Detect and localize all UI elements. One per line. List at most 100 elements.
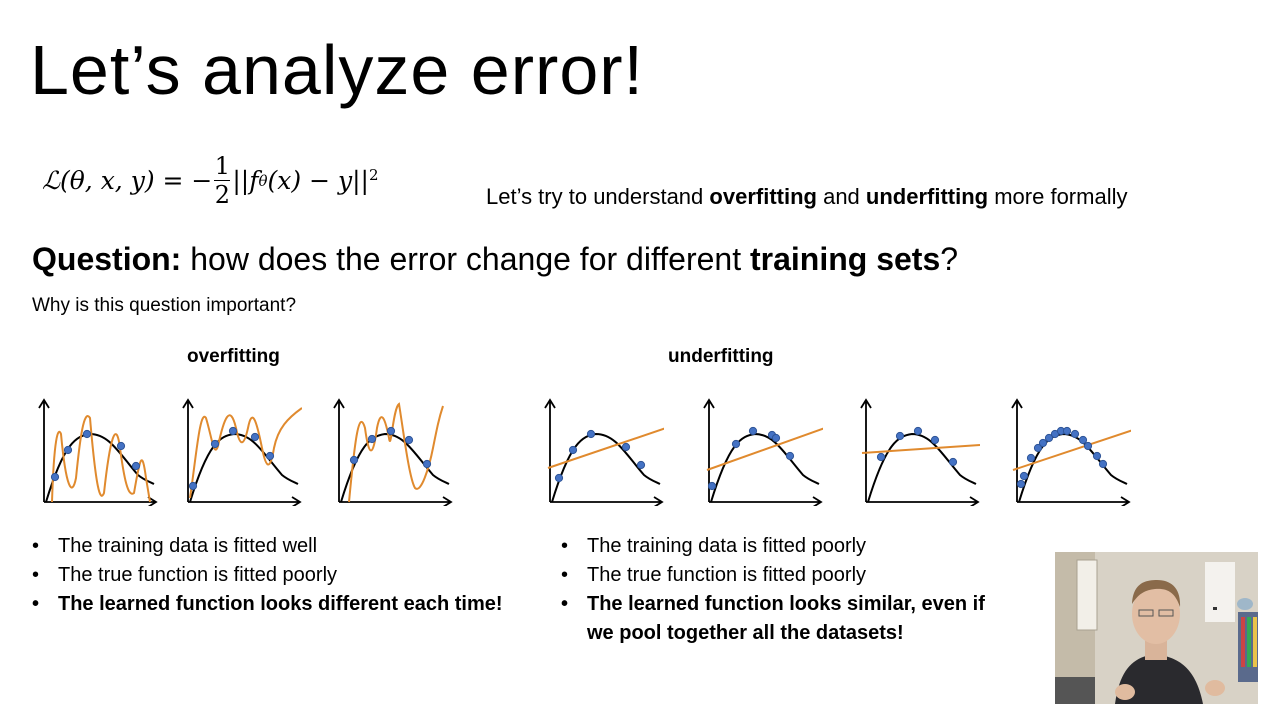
data-point	[265, 451, 275, 461]
data-point	[1038, 438, 1048, 448]
x-axis	[1017, 496, 1131, 506]
question-text: how does the error change for different	[181, 241, 750, 277]
x-axis	[339, 496, 453, 506]
overfit-plot-3	[333, 398, 453, 506]
fraction-bar	[214, 180, 231, 181]
true-function-curve	[551, 432, 661, 503]
data-point	[1078, 435, 1088, 445]
bullet-item: The training data is fitted poorly	[561, 532, 1006, 561]
overfitting-bullets: The training data is fitted well The tru…	[32, 532, 542, 619]
underfitting-label: underfitting	[668, 346, 774, 367]
slide-title: Let’s analyze error!	[30, 31, 645, 109]
formula-lhs: ℒ(θ, x, y) = −	[42, 166, 213, 195]
data-point	[228, 426, 238, 436]
data-point	[1083, 441, 1093, 451]
underfit-plot-2	[703, 398, 823, 506]
y-axis	[544, 398, 556, 502]
learned-function-curve	[706, 427, 823, 471]
data-point	[568, 445, 578, 455]
x-axis	[44, 496, 158, 506]
data-point	[1026, 453, 1036, 463]
y-axis	[860, 398, 872, 502]
data-point	[50, 472, 60, 482]
loss-formula: ℒ(θ, x, y) = − 1 2 ||f θ (x) − y|| 2	[42, 152, 378, 209]
question-bold: training sets	[749, 241, 941, 277]
formula-superscript: 2	[368, 165, 379, 184]
data-point	[386, 426, 396, 436]
data-point	[131, 461, 141, 471]
x-axis	[866, 496, 980, 506]
question-end: ?	[940, 241, 959, 277]
data-point	[210, 439, 220, 449]
data-point	[554, 473, 564, 483]
bullet-item: The learned function looks different eac…	[32, 590, 542, 619]
data-point	[1062, 426, 1072, 436]
formula-rhs-post: (x) − y||	[267, 166, 369, 195]
subtitle-mid: and	[816, 184, 866, 209]
data-point	[1019, 471, 1029, 481]
overfit-plot-2	[182, 398, 302, 506]
data-point	[1016, 479, 1026, 489]
presenter-video-frame	[1055, 552, 1258, 704]
data-point	[404, 435, 414, 445]
y-axis	[1011, 398, 1023, 502]
why-question: Why is this question important?	[32, 295, 297, 316]
data-point	[1070, 429, 1080, 439]
data-point	[1033, 443, 1043, 453]
subtitle-overfitting: overfitting	[709, 184, 817, 209]
data-point	[116, 441, 126, 451]
x-axis	[188, 496, 302, 506]
overfit-plot-1	[38, 398, 158, 506]
y-axis	[182, 398, 194, 502]
data-point	[876, 452, 886, 462]
presenter-webcam	[1055, 552, 1258, 704]
learned-function-curve	[547, 427, 664, 469]
data-point	[422, 459, 432, 469]
subtitle-underfitting: underfitting	[865, 184, 989, 209]
true-function-curve	[710, 432, 820, 503]
formula-rhs-pre: ||f	[232, 166, 259, 195]
underfit-plot-3	[860, 398, 980, 506]
data-point	[707, 481, 717, 491]
data-point	[367, 434, 377, 444]
learned-function-curve	[348, 402, 444, 503]
data-point	[1092, 451, 1102, 461]
overfitting-label: overfitting	[187, 346, 280, 367]
slide-subtitle: Let’s try to understand overfitting and …	[486, 184, 1127, 210]
formula-subscript: θ	[258, 171, 268, 190]
data-point	[188, 481, 198, 491]
data-point	[771, 433, 781, 443]
learned-function-curve	[51, 415, 151, 503]
bullet-item: The learned function looks similar, even…	[561, 590, 1006, 648]
question-line: Question: how does the error change for …	[32, 241, 958, 278]
formula-fraction: 1 2	[214, 152, 231, 209]
learned-function-curve	[189, 407, 302, 499]
data-point	[785, 451, 795, 461]
question-label: Question:	[32, 241, 182, 277]
data-point	[586, 429, 596, 439]
data-point	[913, 426, 923, 436]
fraction-numerator: 1	[214, 152, 231, 180]
data-point	[731, 439, 741, 449]
underfit-plot-4	[1011, 398, 1131, 506]
subtitle-pre: Let’s try to understand	[486, 184, 710, 209]
x-axis	[709, 496, 823, 506]
y-axis	[38, 398, 50, 502]
bullet-item: The true function is fitted poorly	[561, 561, 1006, 590]
learned-function-curve	[1012, 429, 1131, 471]
bullet-item: The training data is fitted well	[32, 532, 542, 561]
data-point	[621, 442, 631, 452]
data-point	[895, 431, 905, 441]
data-point	[636, 460, 646, 470]
subtitle-post: more formally	[988, 184, 1128, 209]
data-point	[250, 432, 260, 442]
true-function-curve	[867, 432, 977, 503]
data-point	[748, 426, 758, 436]
fraction-denominator: 2	[214, 181, 231, 209]
data-point	[82, 429, 92, 439]
data-point	[1044, 433, 1054, 443]
underfitting-bullets: The training data is fitted poorly The t…	[561, 532, 1006, 648]
data-point	[930, 435, 940, 445]
true-function-curve	[1018, 432, 1128, 503]
data-point	[1098, 459, 1108, 469]
